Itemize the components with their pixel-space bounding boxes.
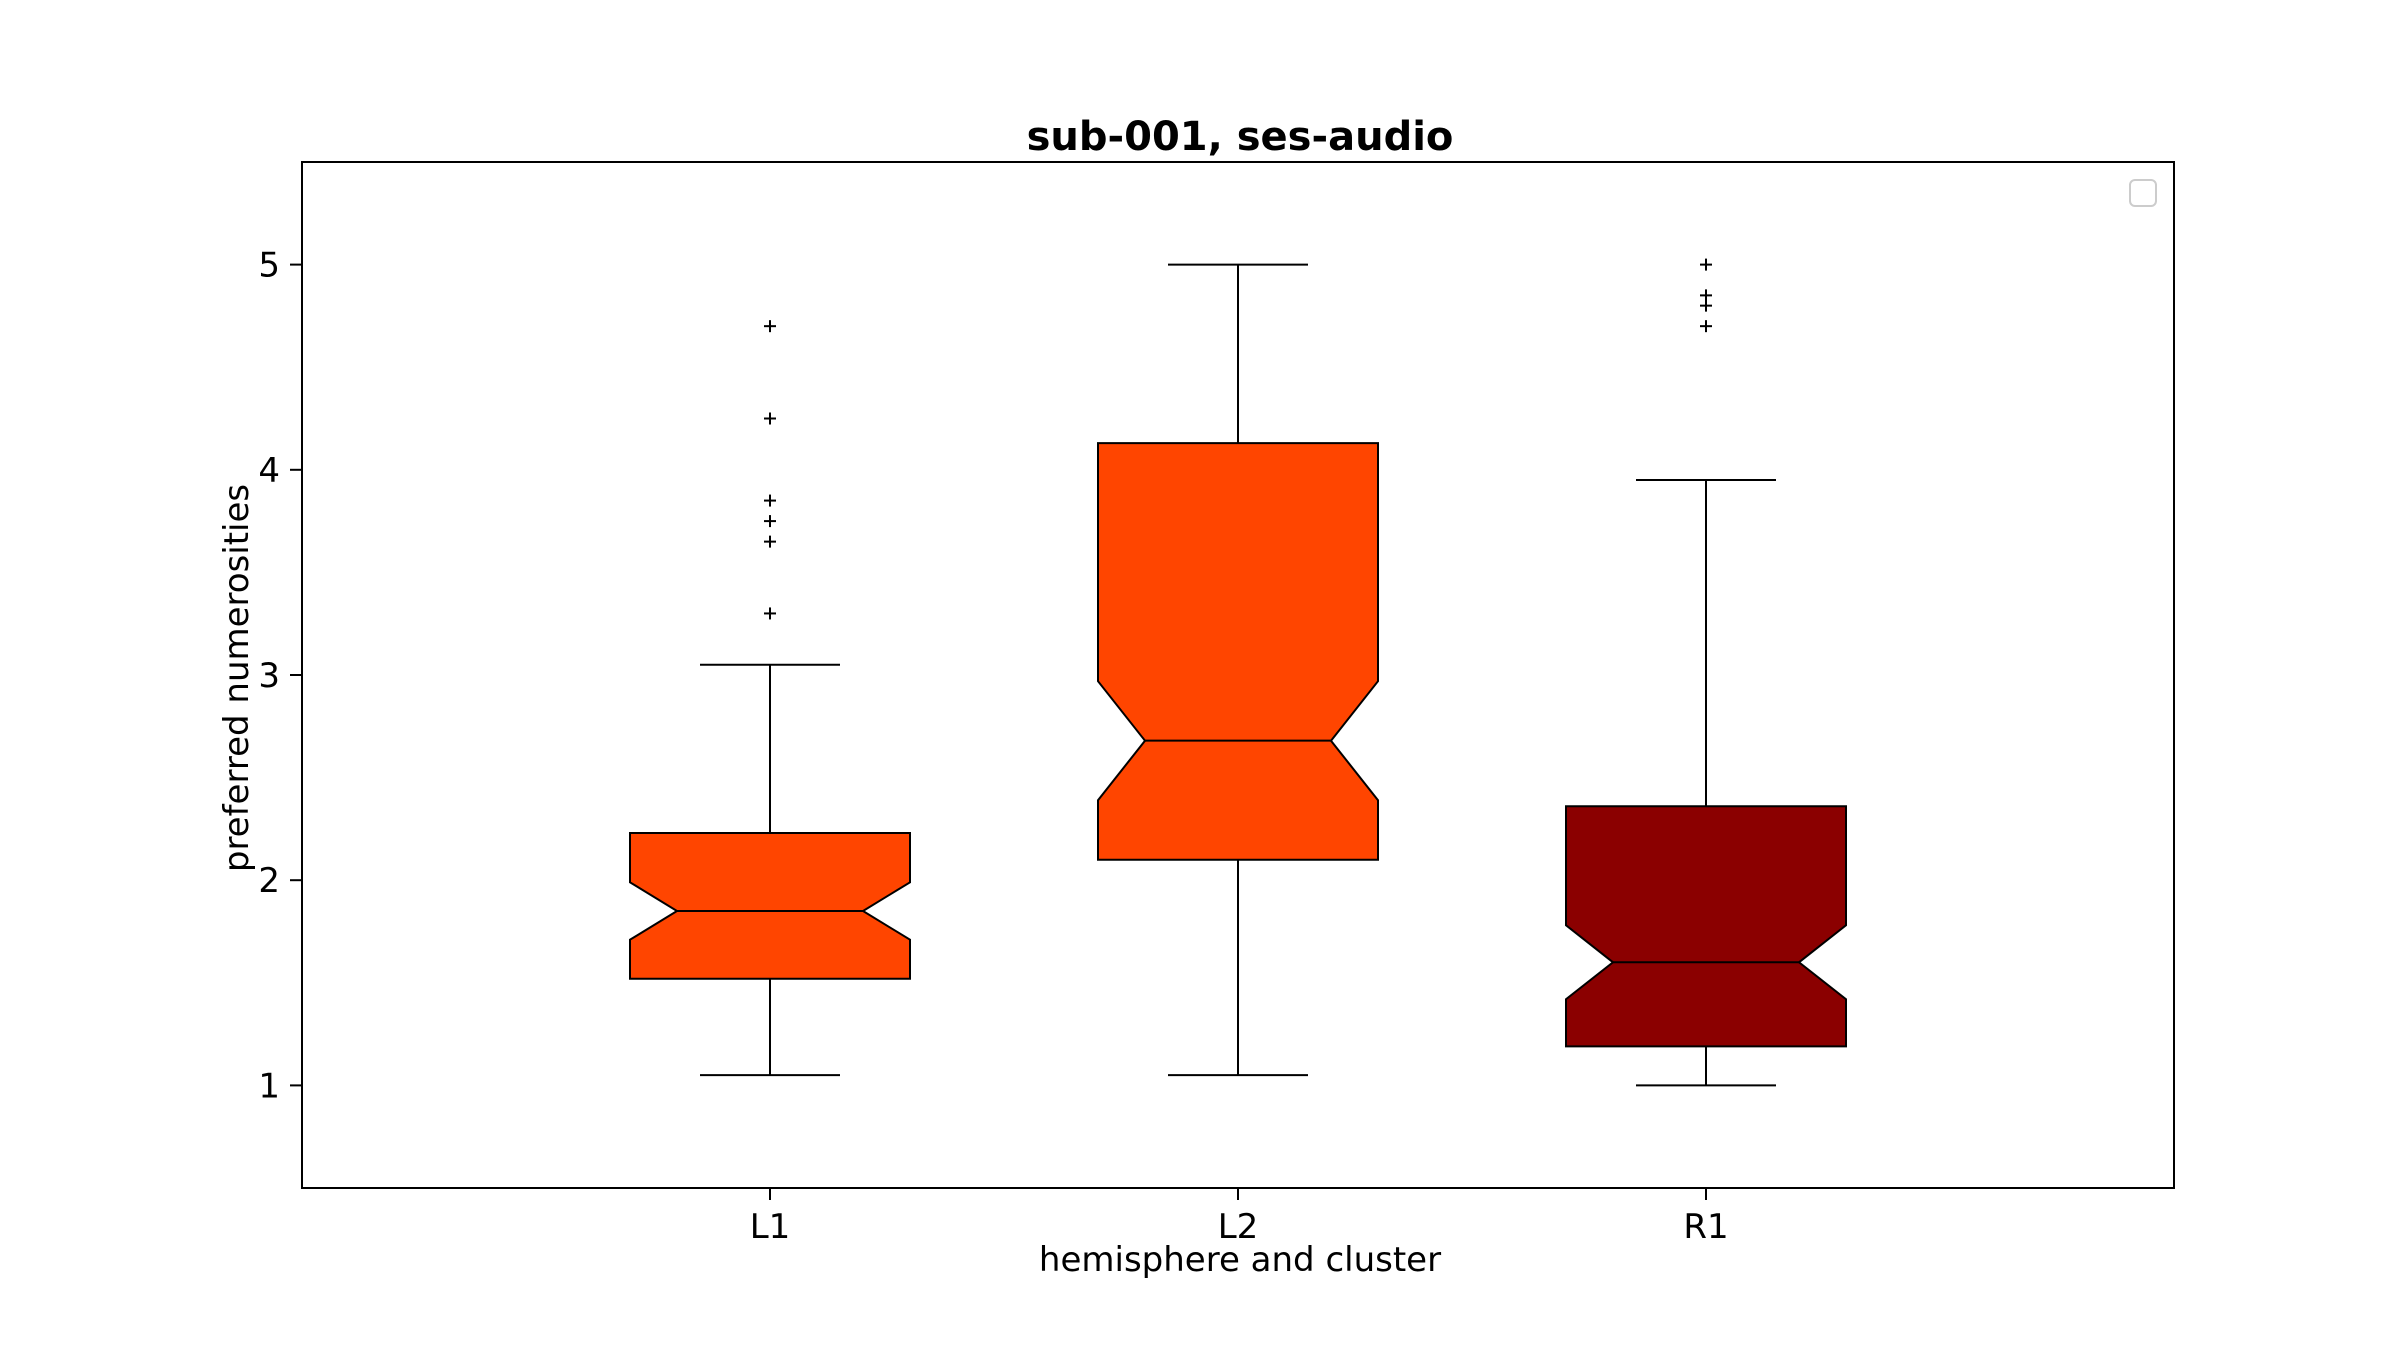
outlier-R1	[1700, 289, 1712, 302]
box-L1	[629, 832, 911, 980]
outlier-L1	[764, 494, 776, 507]
y-tick-label: 5	[258, 246, 280, 286]
outlier-R1	[1700, 320, 1712, 333]
outlier-L1	[764, 320, 776, 333]
x-tick-label: R1	[1683, 1207, 1728, 1247]
x-tick-label: L2	[1218, 1207, 1259, 1247]
x-axis-label: hemisphere and cluster	[1039, 1240, 1441, 1280]
chart-title: sub-001, ses-audio	[1027, 114, 1454, 160]
y-tick-label: 1	[258, 1066, 280, 1106]
x-tick-label: L1	[750, 1207, 791, 1247]
plot-area	[629, 258, 1847, 1087]
outlier-L1	[764, 535, 776, 548]
outlier-L1	[764, 412, 776, 425]
outlier-L1	[764, 515, 776, 528]
y-tick-label: 2	[258, 861, 280, 901]
box-R1	[1565, 805, 1847, 1048]
outlier-R1	[1700, 258, 1712, 271]
y-tick-label: 3	[258, 656, 280, 696]
box-L2	[1097, 442, 1379, 861]
outlier-L1	[764, 607, 776, 620]
y-axis-label: preferred numerosities	[217, 484, 257, 872]
y-tick-label: 4	[258, 451, 280, 491]
outlier-R1	[1700, 299, 1712, 312]
legend-box	[2129, 179, 2157, 207]
